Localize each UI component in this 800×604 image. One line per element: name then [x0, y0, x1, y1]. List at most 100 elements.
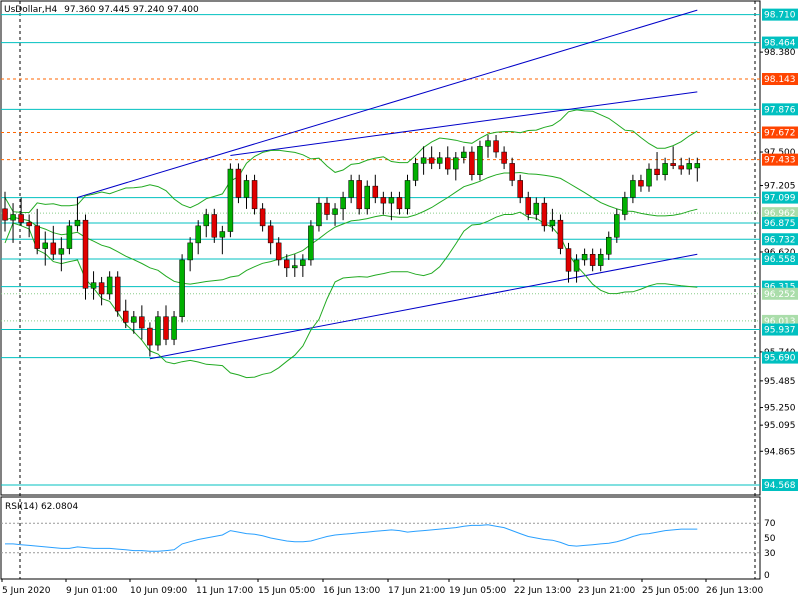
candle-body: [66, 225, 73, 249]
candle-body: [82, 219, 89, 289]
candle-body: [428, 157, 435, 164]
candle-body: [131, 316, 137, 323]
candle-body: [203, 214, 209, 227]
candle-body: [251, 180, 258, 210]
candle-body: [549, 219, 556, 227]
price-label-box: [762, 73, 798, 86]
candle-body: [332, 208, 338, 215]
candle-body: [686, 163, 692, 170]
price-label: 98.143: [764, 75, 796, 85]
candle-body: [34, 225, 40, 249]
price-pane-frame: [0, 0, 761, 496]
candle-body: [364, 185, 370, 210]
candle-body: [259, 208, 266, 227]
candle-body: [106, 276, 113, 295]
price-label-box: [762, 351, 798, 364]
candle-body: [573, 259, 580, 272]
candle-body: [372, 185, 379, 198]
candle-body: [139, 316, 145, 329]
candle-body: [42, 242, 48, 249]
price-tick-label: 95.485: [764, 377, 796, 387]
ohlc-values: 97.360 97.445 97.240 97.400: [64, 5, 199, 15]
candle-body: [235, 168, 242, 198]
candle-body: [606, 236, 612, 255]
candle-body: [155, 316, 161, 346]
price-label: 97.876: [764, 105, 796, 115]
candle-body: [114, 276, 121, 312]
price-label-box: [762, 153, 798, 166]
time-label: 5 Jun 2020: [2, 586, 51, 596]
horizontal-levels: [1, 14, 760, 486]
time-label: 16 Jun 13:00: [323, 586, 380, 596]
lower-band: [4, 211, 698, 379]
candle-body: [445, 157, 451, 170]
price-label-box: [762, 233, 798, 246]
candle-body: [50, 242, 57, 255]
time-label: 23 Jun 21:00: [578, 586, 635, 596]
price-label-box: [762, 253, 798, 266]
candle-body: [187, 242, 193, 261]
bollinger-bands: [4, 109, 698, 379]
candle-body: [461, 151, 467, 158]
price-label-box: [762, 126, 798, 139]
time-label: 25 Jun 05:00: [642, 586, 699, 596]
candle-body: [316, 202, 322, 227]
price-label-box: [762, 207, 798, 220]
price-label: 96.732: [764, 235, 796, 245]
candle-body: [541, 202, 548, 227]
price-label: 96.962: [764, 209, 796, 219]
candle-body: [493, 140, 499, 153]
middle-band: [4, 171, 698, 285]
candle-body: [356, 180, 362, 210]
time-label: 11 Jun 17:00: [196, 586, 253, 596]
candle-body: [533, 202, 540, 215]
rsi-tick-label: 50: [764, 534, 776, 544]
price-tick-label: 96.620: [764, 248, 796, 258]
candle-body: [622, 197, 628, 215]
candle-body: [58, 248, 65, 255]
candle-body: [670, 163, 676, 166]
candle-body: [525, 197, 531, 215]
time-axis: 5 Jun 2020 9 Jun 01:00 10 Jun 09:00 11 Jun …: [1, 579, 763, 596]
candle-body: [2, 208, 8, 221]
time-label: 9 Jun 01:00: [66, 586, 118, 596]
price-tick-label: 98.380: [764, 48, 796, 58]
candle-body: [581, 253, 588, 261]
trendline: [230, 91, 698, 156]
candle-body: [557, 219, 564, 249]
candle-body: [453, 157, 459, 170]
candle-body: [123, 310, 129, 323]
price-label: 98.464: [764, 39, 796, 49]
price-label: 95.690: [764, 354, 796, 364]
vertical-session-lines: [19, 1, 756, 579]
candle-body: [348, 180, 354, 198]
candle-body: [324, 202, 330, 215]
rsi-indicator: 70 50 30 0: [1, 519, 776, 581]
price-tick-label: 94.865: [764, 447, 796, 457]
candle-body: [477, 146, 483, 176]
upper-band: [4, 109, 698, 214]
price-label: 96.315: [764, 283, 796, 293]
price-tick-label: 97.205: [764, 182, 796, 192]
candle-body: [517, 180, 523, 198]
price-label-box: [762, 479, 798, 492]
candle-body: [436, 157, 443, 164]
candle-body: [243, 180, 250, 198]
candle-body: [227, 168, 234, 232]
price-tick-label: 95.250: [764, 404, 796, 414]
price-label: 96.875: [764, 219, 796, 229]
candle-body: [300, 259, 306, 266]
time-label: 10 Jun 09:00: [130, 586, 187, 596]
rsi-tick-label: 0: [764, 571, 770, 581]
candle-body: [211, 214, 218, 238]
candle-body: [10, 214, 16, 221]
price-label-box: [762, 36, 798, 49]
candle-body: [380, 197, 387, 204]
time-label: 15 Jun 05:00: [258, 586, 315, 596]
time-label: 26 Jun 13:00: [706, 586, 763, 596]
price-label: 95.937: [764, 326, 796, 336]
price-label: 98.710: [764, 11, 796, 21]
price-label: 96.013: [764, 317, 796, 327]
